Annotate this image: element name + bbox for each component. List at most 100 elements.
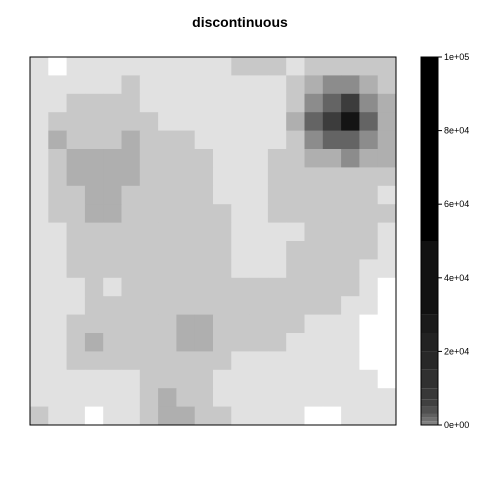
colorbar-frame (420, 56, 439, 426)
heatmap-cell (249, 222, 269, 242)
heatmap-cell (48, 388, 67, 407)
heatmap-cell (158, 222, 177, 242)
heatmap-cell (341, 388, 360, 407)
heatmap-cell (304, 93, 324, 113)
heatmap-cell (194, 75, 214, 95)
heatmap-cell (341, 333, 360, 352)
heatmap-cell (30, 388, 49, 407)
heatmap-cell (48, 314, 67, 334)
heatmap-cell (267, 406, 287, 426)
heatmap-cell (158, 388, 177, 407)
heatmap-cell (158, 149, 177, 168)
heatmap-cell (194, 259, 214, 279)
heatmap-cell (213, 75, 232, 95)
heatmap-cell (231, 259, 250, 279)
heatmap-cell (322, 167, 342, 187)
heatmap-cell (194, 149, 214, 168)
heatmap-cell (359, 369, 379, 389)
heatmap-cell (286, 149, 305, 168)
heatmap-cell (267, 388, 287, 407)
colorbar-band (421, 406, 438, 414)
heatmap-cell (84, 57, 104, 76)
heatmap-cell (231, 406, 250, 426)
heatmap-cell (231, 185, 250, 205)
heatmap-cell (341, 149, 360, 168)
heatmap-cell (158, 406, 177, 426)
heatmap-cell (176, 314, 196, 334)
heatmap-cell (66, 369, 86, 389)
heatmap-cell (121, 296, 141, 315)
heatmap-cell (359, 277, 379, 297)
heatmap-cell (359, 333, 379, 352)
heatmap-cell (103, 296, 122, 315)
heatmap-cell (341, 167, 360, 187)
heatmap-cell (213, 241, 232, 260)
heatmap-cell (66, 296, 86, 315)
heatmap-cell (176, 369, 196, 389)
heatmap-cell (304, 369, 324, 389)
heatmap-cell (249, 259, 269, 279)
heatmap-cell (139, 241, 159, 260)
heatmap-cell (84, 388, 104, 407)
heatmap-cell (286, 333, 305, 352)
heatmap-cell (213, 112, 232, 131)
heatmap-cell (249, 112, 269, 131)
heatmap-cell (322, 222, 342, 242)
heatmap-cell (249, 369, 269, 389)
heatmap-cell (249, 75, 269, 95)
heatmap-cell (48, 406, 67, 426)
heatmap-cell (103, 185, 122, 205)
heatmap-cell (176, 57, 196, 76)
heatmap-cell (121, 204, 141, 223)
heatmap-cell (286, 369, 305, 389)
heatmap-cell (103, 130, 122, 150)
colorbar-band (421, 369, 438, 389)
heatmap-cell (249, 314, 269, 334)
heatmap-cell (30, 167, 49, 187)
heatmap-cell (286, 277, 305, 297)
heatmap-cell (158, 314, 177, 334)
heatmap-cell (158, 333, 177, 352)
heatmap-cell (84, 406, 104, 426)
heatmap-cell (66, 130, 86, 150)
heatmap-cell (66, 204, 86, 223)
heatmap-cell (84, 333, 104, 352)
heatmap-cell (66, 277, 86, 297)
heatmap-cell (249, 149, 269, 168)
heatmap-cell (30, 259, 49, 279)
heatmap-cell (30, 185, 49, 205)
heatmap-cell (377, 112, 397, 131)
heatmap-cell (158, 204, 177, 223)
colorbar-band (421, 413, 438, 418)
heatmap-cell (377, 259, 397, 279)
heatmap-cell (176, 130, 196, 150)
heatmap-cell (213, 93, 232, 113)
heatmap-cell (286, 222, 305, 242)
heatmap-cell (66, 222, 86, 242)
heatmap-cell (322, 149, 342, 168)
colorbar (420, 56, 439, 426)
heatmap-cell (194, 112, 214, 131)
heatmap-cell (176, 333, 196, 352)
heatmap-cell (341, 222, 360, 242)
heatmap-cell (322, 333, 342, 352)
heatmap-cell (84, 149, 104, 168)
heatmap-cell (48, 75, 67, 95)
heatmap-cell (30, 296, 49, 315)
heatmap-cell (359, 75, 379, 95)
heatmap-cell (341, 259, 360, 279)
heatmap-cell (231, 296, 250, 315)
heatmap-cell (231, 314, 250, 334)
heatmap-cell (231, 149, 250, 168)
heatmap-cell (249, 93, 269, 113)
heatmap-cell (103, 93, 122, 113)
heatmap-cell (158, 277, 177, 297)
heatmap-cell (48, 204, 67, 223)
heatmap-cell (322, 388, 342, 407)
heatmap-cell (139, 112, 159, 131)
heatmap-cell (48, 185, 67, 205)
heatmap-cell (158, 93, 177, 113)
heatmap-cell (359, 314, 379, 334)
heatmap-cell (48, 112, 67, 131)
heatmap-cell (176, 296, 196, 315)
